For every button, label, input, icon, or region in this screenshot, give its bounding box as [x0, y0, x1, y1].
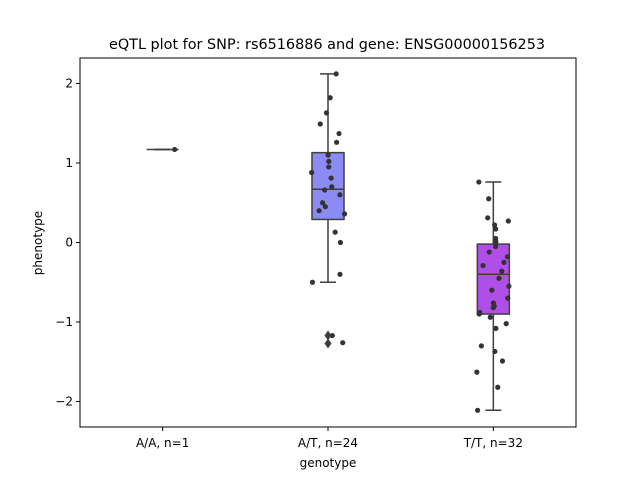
data-point [506, 283, 512, 289]
data-point [172, 146, 178, 153]
data-point [495, 384, 501, 390]
x-axis-label: genotype [300, 456, 357, 470]
data-point [329, 184, 335, 190]
data-point [329, 332, 335, 339]
y-axis-label: phenotype [31, 211, 45, 275]
data-point [492, 222, 498, 228]
data-point [505, 218, 511, 224]
data-point [489, 287, 495, 293]
data-point [332, 229, 338, 235]
data-point [486, 196, 492, 202]
data-point [333, 139, 340, 145]
y-tick-label: −1 [55, 315, 73, 329]
chart-title: eQTL plot for SNP: rs6516886 and gene: E… [109, 37, 545, 53]
data-point [501, 259, 507, 265]
y-tick-label: 2 [65, 76, 73, 90]
data-point [478, 343, 484, 349]
data-point [476, 179, 482, 185]
data-point [485, 215, 491, 221]
data-point [337, 239, 344, 246]
data-point [316, 208, 322, 214]
data-point [487, 314, 493, 320]
data-point [327, 95, 333, 101]
data-point [474, 407, 481, 413]
y-tick-label: 0 [65, 236, 73, 250]
data-point [486, 249, 492, 255]
data-point [319, 200, 326, 206]
data-point [326, 164, 332, 170]
data-point [328, 175, 334, 181]
data-point [493, 239, 499, 245]
data-point [309, 279, 316, 285]
data-point [493, 226, 499, 232]
data-point [490, 305, 496, 311]
x-tick-label: T/T, n=32 [463, 436, 523, 450]
data-point [326, 158, 332, 164]
data-point [503, 321, 509, 327]
data-point [317, 121, 323, 127]
data-point [322, 204, 328, 210]
data-point [322, 187, 328, 193]
outlier-marker [324, 330, 332, 341]
outlier-marker [324, 338, 332, 349]
data-point [493, 325, 499, 331]
data-point [323, 110, 330, 116]
x-tick-label: A/A, n=1 [136, 436, 189, 450]
axes: 2 1 0 −1 −2 A/A, n=1 A/T, n=24 T/T, n=32 [55, 57, 577, 450]
data-point [480, 262, 486, 269]
data-point [341, 211, 348, 217]
data-point [337, 271, 343, 277]
data-point [505, 295, 511, 301]
x-tick-label: A/T, n=24 [298, 436, 358, 450]
data-point [325, 152, 331, 158]
data-point [340, 340, 346, 346]
data-point [309, 169, 315, 176]
plot-area [146, 71, 512, 413]
y-tick-label: 1 [65, 156, 73, 170]
data-point [474, 369, 480, 375]
data-point [496, 275, 502, 281]
data-point [504, 254, 511, 260]
data-point [476, 311, 482, 317]
data-point [337, 192, 343, 198]
data-point [499, 268, 505, 274]
data-point [493, 243, 499, 250]
data-point [333, 71, 339, 77]
y-tick-label: −2 [55, 395, 73, 409]
data-point [336, 130, 342, 137]
data-point [499, 358, 506, 364]
data-point [492, 348, 498, 355]
